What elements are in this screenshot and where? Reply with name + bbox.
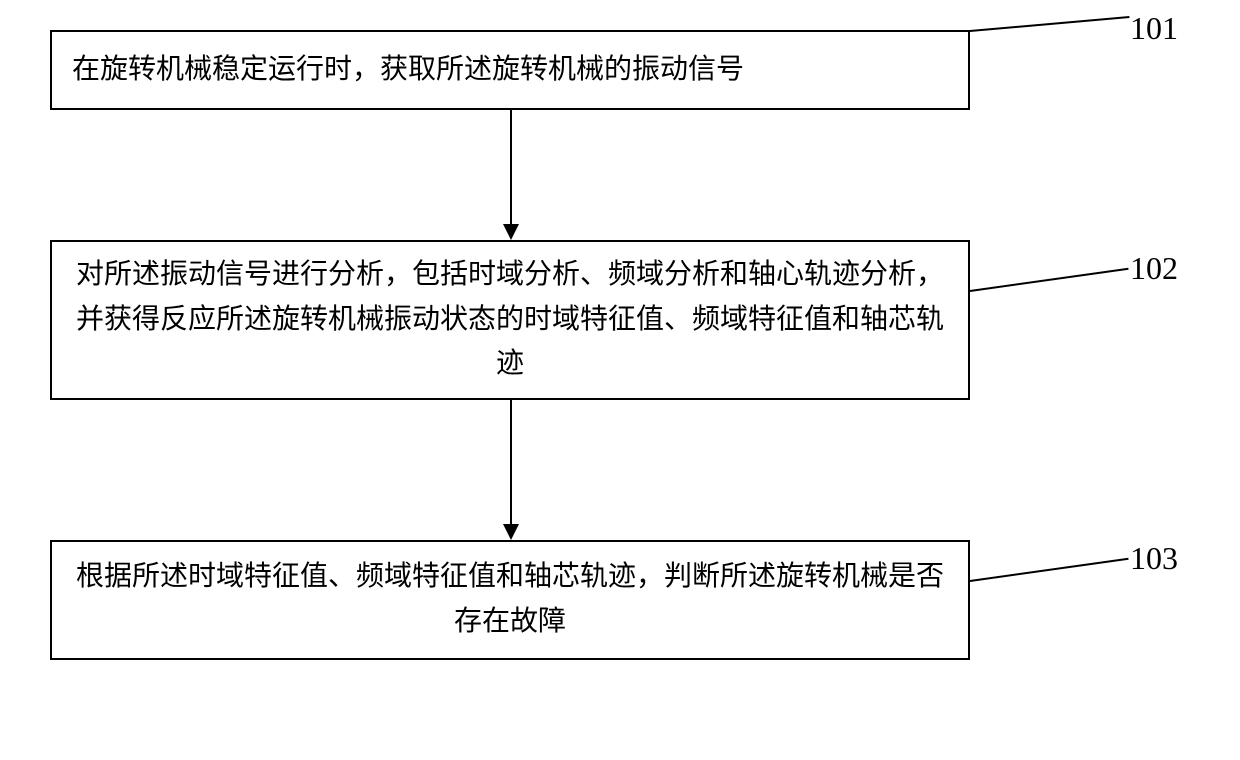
arrow-head-1 <box>503 224 519 240</box>
leader-line-1 <box>970 16 1130 32</box>
flowchart-node-step2: 对所述振动信号进行分析，包括时域分析、频域分析和轴心轨迹分析，并获得反应所述旋转… <box>50 240 970 400</box>
arrow-line-1 <box>510 110 512 225</box>
node-label-103: 103 <box>1130 540 1178 577</box>
arrow-head-2 <box>503 524 519 540</box>
flowchart-node-step1: 在旋转机械稳定运行时，获取所述旋转机械的振动信号 <box>50 30 970 110</box>
arrow-line-2 <box>510 400 512 525</box>
flowchart-node-step3: 根据所述时域特征值、频域特征值和轴芯轨迹，判断所述旋转机械是否存在故障 <box>50 540 970 660</box>
node-text: 对所述振动信号进行分析，包括时域分析、频域分析和轴心轨迹分析，并获得反应所述旋转… <box>72 253 948 387</box>
leader-line-2 <box>970 268 1129 292</box>
node-label-101: 101 <box>1130 10 1178 47</box>
flowchart-container: 在旋转机械稳定运行时，获取所述旋转机械的振动信号 101 对所述振动信号进行分析… <box>0 0 1240 760</box>
node-text: 根据所述时域特征值、频域特征值和轴芯轨迹，判断所述旋转机械是否存在故障 <box>72 555 948 645</box>
node-text: 在旋转机械稳定运行时，获取所述旋转机械的振动信号 <box>72 48 744 93</box>
node-label-102: 102 <box>1130 250 1178 287</box>
leader-line-3 <box>970 558 1129 582</box>
